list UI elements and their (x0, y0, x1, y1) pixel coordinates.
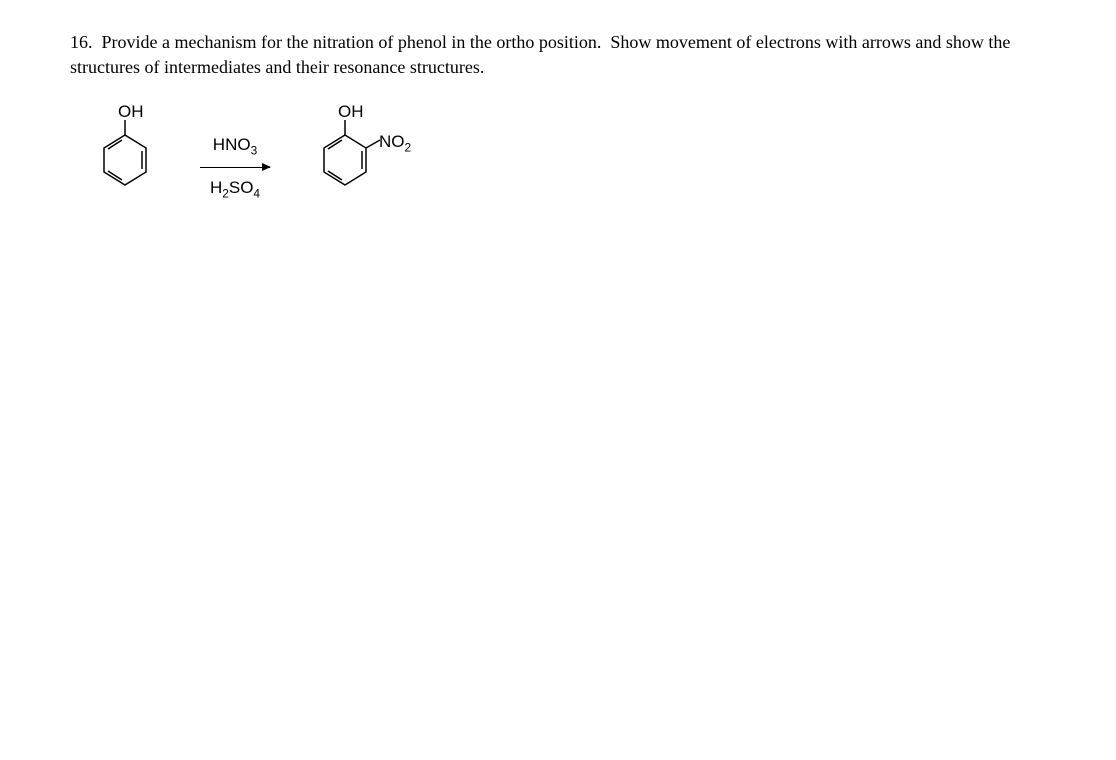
product-ortho-nitrophenol: OH NO2 (310, 110, 420, 225)
product-no2-label: NO2 (379, 132, 411, 154)
question-body: Provide a mechanism for the nitration of… (70, 32, 1010, 77)
reagent-top: HNO3 (213, 135, 257, 157)
question-text: 16. Provide a mechanism for the nitratio… (70, 30, 1046, 80)
reagent-bottom: H2SO4 (210, 178, 260, 200)
question-number: 16. (70, 32, 93, 52)
reaction-arrow-icon (200, 167, 270, 168)
reactant-phenol: OH (90, 110, 160, 225)
reaction-reagents: HNO3 H2SO4 (200, 135, 270, 201)
benzene-ring-icon (90, 110, 160, 220)
reactant-oh-label: OH (118, 102, 144, 122)
reaction-scheme: OH HNO3 H2SO4 OH NO2 (90, 110, 1046, 225)
benzene-ring-substituted-icon (310, 110, 420, 220)
product-oh-label: OH (338, 102, 364, 122)
